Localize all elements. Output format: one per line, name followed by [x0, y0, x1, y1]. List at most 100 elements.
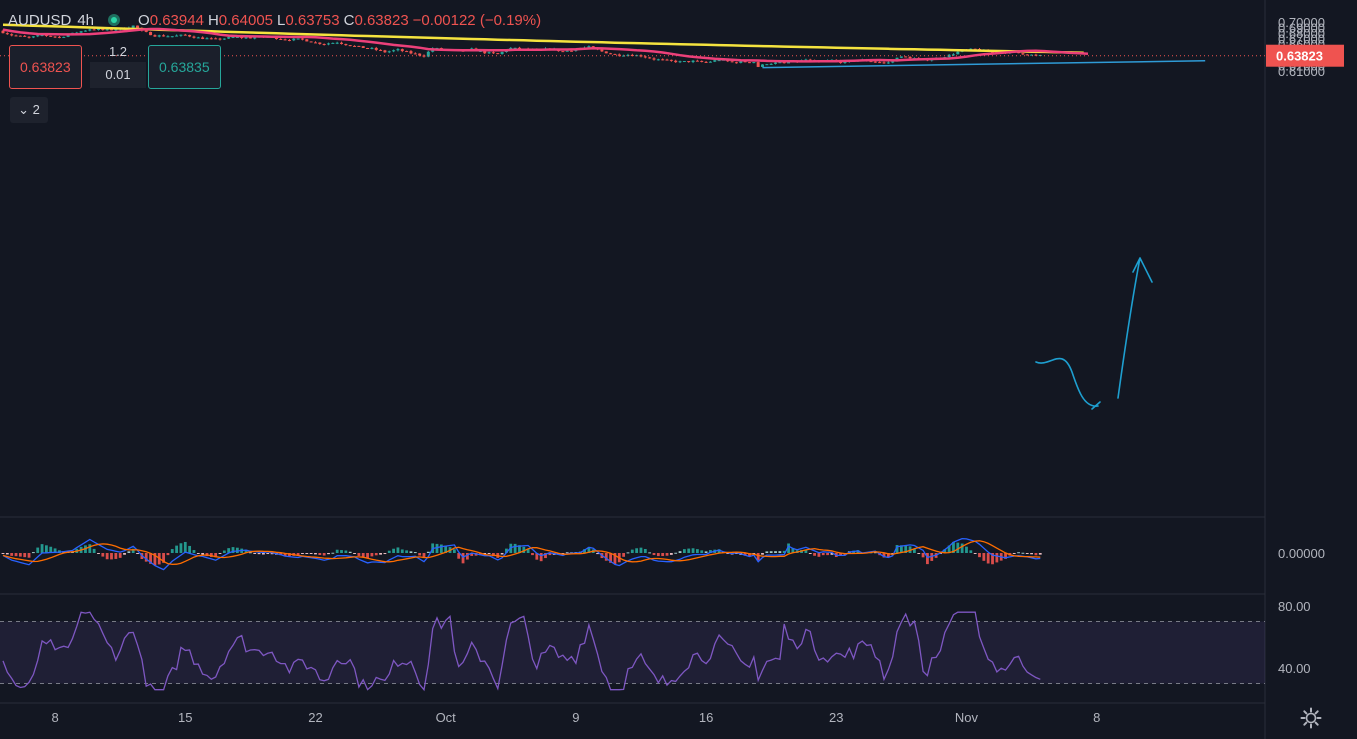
macd-histogram-bar — [175, 545, 178, 553]
macd-histogram-bar — [192, 550, 196, 553]
candle — [695, 59, 699, 62]
macd-histogram-bar — [179, 543, 183, 553]
macd-histogram-bar — [787, 543, 790, 553]
candle — [18, 35, 22, 37]
macd-histogram-bar — [266, 553, 270, 554]
macd-histogram-bar — [18, 553, 22, 557]
macd-histogram-bar — [257, 553, 261, 555]
candle — [691, 59, 695, 64]
quantity-value[interactable]: 1.2 — [108, 44, 128, 59]
candle — [1021, 53, 1025, 56]
candle — [418, 53, 422, 57]
candle — [761, 64, 764, 68]
indicators-collapse-button[interactable]: ⌄ 2 — [10, 97, 48, 123]
macd-histogram-bar — [218, 553, 222, 554]
macd-histogram-bar — [973, 553, 977, 554]
macd-histogram-bar — [886, 553, 890, 558]
candle — [752, 61, 756, 64]
price-tick-label: 0.70000 — [1278, 15, 1325, 30]
candle — [422, 54, 426, 58]
macd-histogram-bar — [36, 547, 40, 553]
macd-histogram-bar — [31, 552, 35, 554]
macd-histogram-bar — [49, 546, 53, 553]
buy-button[interactable]: 0.63835 — [148, 45, 221, 89]
macd-histogram-bar — [691, 548, 695, 553]
chevron-down-icon: ⌄ — [18, 102, 30, 117]
macd-histogram-bar — [526, 548, 530, 553]
candle — [10, 33, 14, 37]
macd-histogram-bar — [735, 553, 738, 554]
macd-histogram-bar — [904, 545, 908, 553]
macd-histogram-bar — [669, 553, 673, 555]
macd-histogram-bar — [5, 553, 9, 555]
candle — [626, 53, 630, 57]
macd-histogram-bar — [45, 545, 48, 553]
candle — [192, 35, 196, 39]
candle — [31, 36, 35, 39]
macd-histogram-bar — [231, 547, 235, 553]
macd-histogram-bar — [1017, 552, 1020, 554]
candle — [973, 48, 977, 50]
macd-histogram-bar — [652, 553, 656, 556]
time-tick-label: 9 — [572, 710, 579, 725]
timeframe-label[interactable]: 4h — [77, 12, 95, 29]
macd-histogram-bar — [587, 547, 591, 553]
candle — [23, 35, 27, 37]
candle — [747, 62, 751, 64]
price-tick-label: 0.68000 — [1278, 26, 1325, 41]
candle — [392, 49, 396, 53]
macd-histogram-bar — [500, 553, 504, 555]
macd-signal-line — [2, 540, 1041, 566]
macd-histogram-bar — [774, 551, 777, 553]
candle — [157, 34, 161, 38]
macd-histogram-bar — [101, 553, 105, 557]
candle — [674, 59, 678, 63]
macd-histogram-bar — [153, 553, 157, 566]
macd-histogram-bar — [769, 551, 773, 553]
candle — [609, 52, 613, 55]
candle — [648, 56, 652, 59]
macd-histogram-bar — [418, 553, 422, 556]
candle — [279, 38, 283, 41]
macd-histogram-bar — [609, 553, 612, 563]
candle — [405, 50, 409, 53]
symbol-name[interactable]: AUDUSD — [8, 12, 72, 29]
close-label: C — [343, 12, 355, 29]
candle — [656, 58, 660, 61]
macd-histogram-bar — [696, 549, 699, 553]
high-value: 0.64005 — [218, 12, 274, 29]
macd-histogram-bar — [262, 553, 265, 555]
candle — [88, 28, 92, 32]
candle — [218, 37, 222, 41]
macd-histogram-bar — [761, 553, 764, 555]
macd-histogram-bar — [10, 553, 14, 556]
macd-histogram-bar — [947, 545, 951, 553]
macd-histogram-bar — [1034, 553, 1038, 556]
time-tick-label: 23 — [829, 710, 843, 725]
candle — [661, 58, 665, 61]
gear-icon[interactable] — [1300, 707, 1322, 729]
macd-histogram-bar — [1021, 552, 1025, 554]
macd-histogram-bar — [986, 553, 990, 564]
macd-histogram-bar — [656, 553, 660, 557]
candle — [387, 50, 391, 54]
candle — [396, 48, 400, 52]
candle — [222, 38, 226, 40]
macd-histogram-bar — [583, 549, 586, 553]
sell-button[interactable]: 0.63823 — [9, 45, 82, 89]
candle — [878, 61, 882, 64]
high-label: H — [207, 12, 219, 29]
candle — [682, 60, 686, 63]
candle — [413, 52, 417, 55]
candle — [170, 36, 174, 38]
macd-histogram-bar — [991, 553, 994, 565]
candle — [344, 43, 348, 46]
macd-histogram-bar — [821, 553, 825, 556]
candle — [201, 36, 205, 40]
macd-histogram-bar — [709, 550, 712, 553]
macd-histogram-bar — [674, 552, 678, 554]
macd-histogram-bar — [682, 549, 686, 553]
candle — [904, 56, 908, 58]
macd-histogram-bar — [639, 547, 643, 553]
